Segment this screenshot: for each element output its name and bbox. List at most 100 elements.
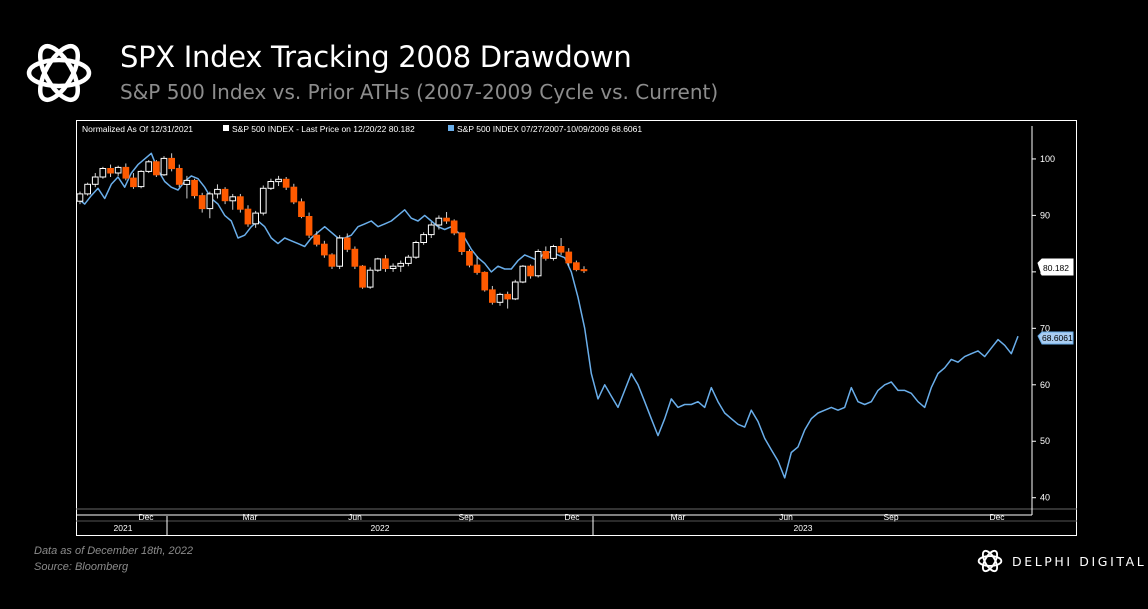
y-tick-label: 70 bbox=[1040, 323, 1050, 333]
candle bbox=[511, 279, 519, 301]
legend-swatch-prior bbox=[448, 125, 454, 131]
candle-body bbox=[183, 179, 191, 185]
candle-body bbox=[267, 181, 275, 189]
candle bbox=[221, 187, 229, 205]
candle bbox=[496, 292, 504, 306]
page-title: SPX Index Tracking 2008 Drawdown bbox=[120, 40, 632, 74]
candle bbox=[137, 170, 145, 189]
candle-body bbox=[160, 157, 168, 176]
candle-body bbox=[489, 289, 496, 303]
candle bbox=[321, 240, 328, 258]
candle-body bbox=[366, 269, 374, 288]
candle bbox=[466, 249, 473, 268]
candle-body bbox=[130, 177, 137, 188]
candle-body bbox=[313, 234, 321, 245]
legend-current: S&P 500 INDEX - Last Price on 12/20/22 8… bbox=[232, 124, 415, 134]
candle-body bbox=[359, 265, 366, 288]
candle bbox=[275, 175, 282, 187]
candle-body bbox=[580, 269, 588, 272]
x-tick-label: Sep bbox=[458, 512, 473, 522]
candle-body bbox=[389, 265, 397, 269]
candle bbox=[412, 240, 420, 259]
y-tick-label: 90 bbox=[1040, 210, 1050, 220]
candle bbox=[313, 231, 321, 247]
candle bbox=[427, 222, 435, 238]
candle-body bbox=[374, 258, 382, 271]
x-tick-label: Dec bbox=[564, 512, 580, 522]
candle bbox=[527, 264, 534, 279]
candle bbox=[183, 175, 191, 199]
candle bbox=[420, 232, 427, 245]
candle bbox=[122, 163, 130, 181]
candle-body bbox=[122, 166, 130, 179]
candle-body bbox=[206, 193, 214, 210]
candle bbox=[153, 160, 160, 178]
y-tick-label: 60 bbox=[1040, 380, 1050, 390]
candle bbox=[206, 191, 214, 219]
candle bbox=[107, 164, 114, 178]
candle bbox=[336, 235, 343, 270]
x-tick-label: Jun bbox=[348, 512, 362, 522]
candle bbox=[565, 248, 573, 267]
candle bbox=[244, 205, 252, 227]
candle-body bbox=[405, 256, 412, 264]
candle bbox=[550, 244, 557, 261]
candle bbox=[504, 291, 511, 309]
candle bbox=[198, 192, 206, 213]
candle bbox=[389, 263, 397, 272]
candle-body bbox=[259, 187, 267, 214]
candle bbox=[351, 246, 359, 270]
candle bbox=[374, 257, 382, 272]
x-tick-label: Jun bbox=[779, 512, 793, 522]
candle bbox=[214, 184, 221, 199]
candle-body bbox=[443, 217, 450, 222]
chart-legend: Normalized As Of 12/31/2021 S&P 500 INDE… bbox=[82, 124, 642, 134]
candle-body bbox=[237, 196, 244, 210]
page-subtitle: S&P 500 Index vs. Prior ATHs (2007-2009 … bbox=[120, 80, 719, 104]
candle-body bbox=[221, 188, 229, 202]
candle bbox=[237, 193, 244, 213]
candle bbox=[168, 153, 176, 172]
spx-drawdown-chart: 405060708090100 DecMarJunSepDecMarJunSep… bbox=[76, 120, 1077, 536]
candle-body bbox=[550, 246, 557, 259]
candle bbox=[443, 212, 450, 224]
candle bbox=[252, 210, 260, 228]
candle-body bbox=[84, 183, 91, 195]
candle bbox=[76, 191, 84, 205]
candle-body bbox=[275, 178, 282, 183]
candle-body bbox=[76, 193, 84, 202]
candle-body bbox=[198, 195, 206, 210]
candle-body bbox=[252, 212, 260, 225]
candle bbox=[229, 193, 237, 210]
candle bbox=[175, 164, 183, 188]
candle-body bbox=[298, 201, 305, 218]
candle bbox=[366, 267, 374, 289]
data-date-note: Data as of December 18th, 2022 bbox=[34, 545, 193, 557]
candle bbox=[435, 215, 443, 230]
candle-body bbox=[336, 237, 343, 267]
candle-body bbox=[91, 176, 99, 185]
candle bbox=[542, 246, 550, 261]
candle-body bbox=[382, 258, 389, 269]
candle-body bbox=[511, 281, 519, 300]
candle bbox=[580, 266, 588, 273]
x-tick-label: Sep bbox=[883, 512, 898, 522]
candle bbox=[145, 160, 153, 174]
candle bbox=[282, 177, 290, 190]
legend-swatch-current bbox=[223, 125, 229, 131]
prior-value-tag bbox=[1037, 331, 1074, 345]
last-value-tags: 80.182 68.6061 bbox=[1037, 258, 1074, 345]
candle-body bbox=[244, 208, 252, 225]
candle bbox=[405, 254, 412, 267]
candle-body bbox=[466, 251, 473, 266]
delphi-small-logo-icon bbox=[977, 549, 1003, 573]
candle-body bbox=[153, 161, 160, 176]
candle bbox=[99, 166, 107, 179]
candle-body bbox=[290, 186, 298, 203]
candle-body bbox=[107, 168, 114, 174]
candle-body bbox=[114, 166, 122, 174]
candle-body bbox=[305, 216, 313, 236]
candle-body bbox=[496, 293, 504, 303]
x-year-label: 2022 bbox=[371, 523, 390, 533]
prior-value-label: 68.6061 bbox=[1042, 333, 1073, 343]
